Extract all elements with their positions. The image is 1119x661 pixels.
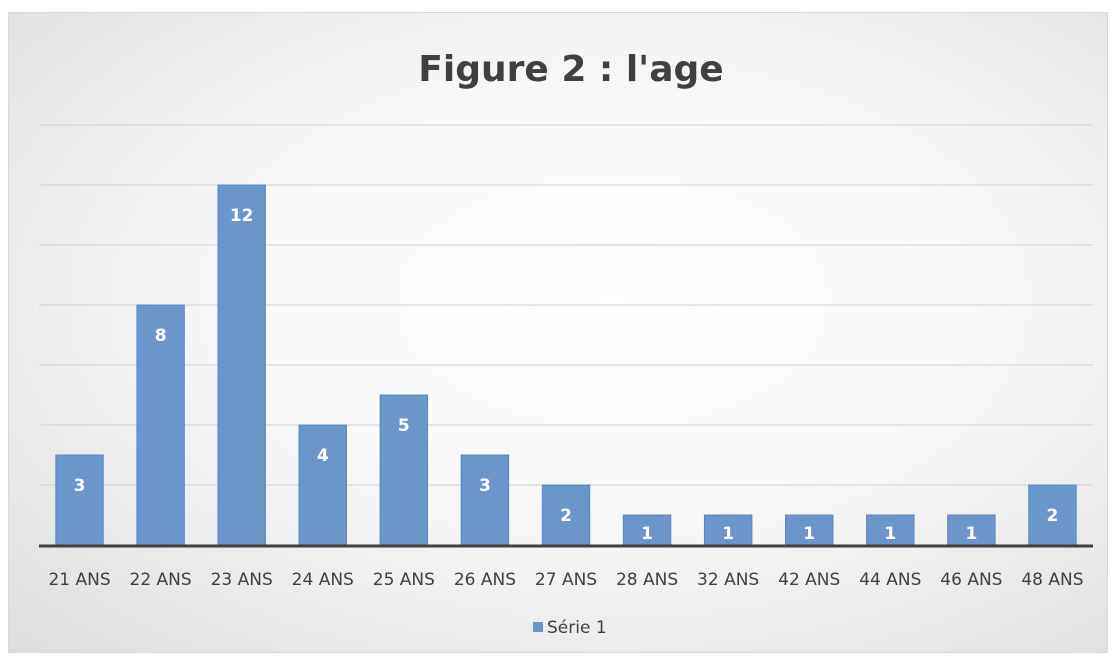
data-label: 1: [803, 524, 815, 544]
x-tick-label: 27 ANS: [535, 570, 597, 590]
bar: [703, 514, 753, 546]
legend-swatch: [533, 622, 543, 632]
legend: Série 1: [533, 618, 607, 638]
data-label: 5: [398, 416, 410, 436]
data-label: 3: [74, 476, 86, 496]
bar: [541, 484, 591, 546]
gridlines: [39, 124, 1093, 486]
x-tick-label: 28 ANS: [616, 570, 678, 590]
x-tick-label: 26 ANS: [454, 570, 516, 590]
x-tick-label: 44 ANS: [859, 570, 921, 590]
data-label: 1: [641, 524, 653, 544]
x-tick-label: 32 ANS: [697, 570, 759, 590]
data-label: 4: [317, 446, 329, 466]
x-tick-label: 42 ANS: [778, 570, 840, 590]
bar: [947, 514, 996, 546]
bar: [379, 394, 429, 546]
bar: [217, 184, 266, 546]
legend-label: Série 1: [547, 618, 607, 638]
x-tick-labels: 21 ANS 22 ANS 23 ANS 24 ANS 25 ANS 26 ANS 27 A…: [48, 570, 1083, 590]
x-tick-label: 21 ANS: [48, 570, 110, 590]
data-label: 1: [722, 524, 734, 544]
x-tick-label: 24 ANS: [292, 570, 354, 590]
bar: [136, 304, 185, 546]
x-tick-label: 22 ANS: [130, 570, 192, 590]
bar: [298, 424, 347, 546]
chart-title: Figure 2 : l'age: [418, 49, 723, 90]
bar: [866, 514, 915, 546]
x-tick-label: 25 ANS: [373, 570, 435, 590]
data-label: 8: [155, 326, 167, 346]
data-label: 1: [965, 524, 977, 544]
bar: [55, 454, 104, 546]
data-label: 2: [560, 506, 572, 526]
chart-area: Figure 2 : l'age 3 8 12 4 5 3 2 1 1 1 1 1 2 21 ANS 22…: [8, 12, 1108, 653]
x-tick-label: 23 ANS: [211, 570, 273, 590]
data-label: 3: [479, 476, 491, 496]
data-label: 1: [884, 524, 896, 544]
x-tick-label: 46 ANS: [940, 570, 1002, 590]
data-label: 12: [230, 206, 254, 226]
bar: [1028, 484, 1077, 546]
bar: [460, 454, 510, 546]
bar: [785, 514, 834, 546]
data-label: 2: [1047, 506, 1059, 526]
x-tick-label: 48 ANS: [1021, 570, 1083, 590]
